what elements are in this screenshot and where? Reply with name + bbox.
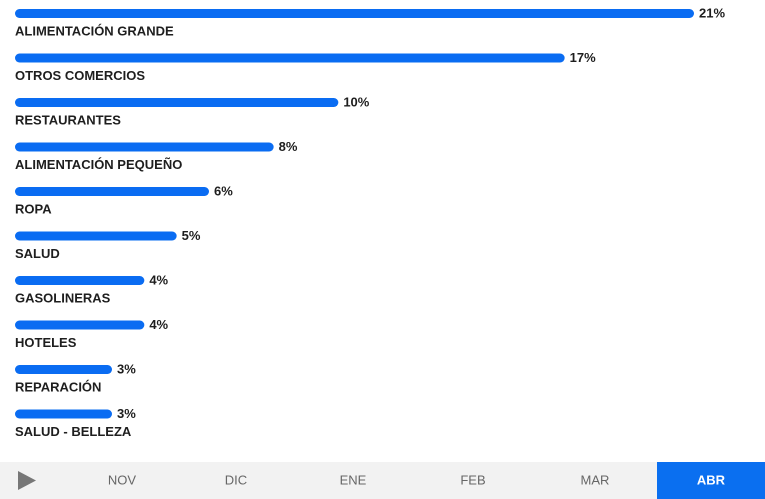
active-month-background [657, 462, 765, 499]
category-label: OTROS COMERCIOS [15, 68, 145, 83]
bar [15, 365, 112, 374]
bar [15, 320, 145, 330]
value-label: 10% [343, 94, 369, 109]
bar [15, 53, 565, 63]
category-label: SALUD [15, 246, 60, 261]
month-button[interactable]: MAR [581, 472, 610, 487]
month-button[interactable]: ABR [697, 472, 726, 487]
value-label: 3% [117, 406, 136, 421]
bar [15, 142, 274, 152]
month-button[interactable]: NOV [108, 472, 137, 487]
play-button[interactable] [18, 471, 36, 490]
bar [15, 98, 339, 107]
category-label: RESTAURANTES [15, 112, 121, 127]
category-label: HOTELES [15, 335, 77, 350]
value-label: 4% [149, 272, 168, 287]
category-label: ALIMENTACIÓN PEQUEÑO [15, 157, 182, 172]
bar [15, 187, 209, 196]
value-label: 6% [214, 183, 233, 198]
value-label: 5% [182, 228, 201, 243]
category-label: ROPA [15, 201, 52, 216]
bar [15, 409, 112, 419]
month-button[interactable]: ENE [340, 472, 367, 487]
bar [15, 231, 177, 241]
category-label: REPARACIÓN [15, 379, 101, 394]
category-label: GASOLINERAS [15, 290, 111, 305]
value-label: 4% [149, 317, 168, 332]
category-label: ALIMENTACIÓN GRANDE [15, 23, 174, 38]
month-button[interactable]: DIC [225, 472, 247, 487]
month-button[interactable]: FEB [460, 472, 485, 487]
category-label: SALUD - BELLEZA [15, 424, 132, 439]
value-label: 8% [279, 139, 298, 154]
timeline-bar [0, 462, 765, 499]
value-label: 3% [117, 361, 136, 376]
bar [15, 9, 694, 18]
value-label: 17% [570, 50, 596, 65]
value-label: 21% [699, 5, 725, 20]
bar [15, 276, 145, 285]
